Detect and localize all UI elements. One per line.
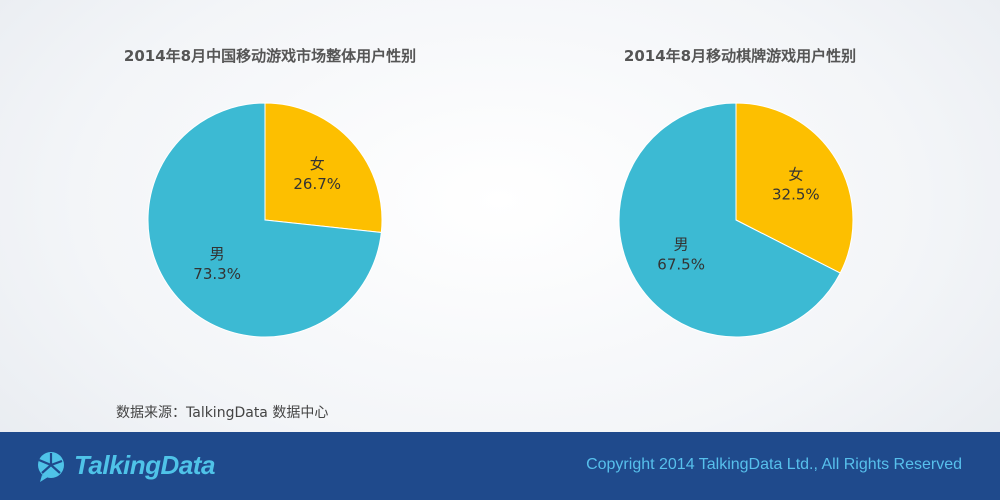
slice-name-label: 男 bbox=[674, 236, 689, 254]
data-source-note: 数据来源：TalkingData 数据中心 bbox=[116, 405, 329, 421]
talkingdata-logo-icon bbox=[38, 452, 64, 482]
pie-slice-male bbox=[618, 102, 841, 338]
slice-name-label: 女 bbox=[310, 155, 325, 173]
slice-value-label: 32.5% bbox=[772, 185, 820, 203]
slice-name-label: 男 bbox=[210, 245, 225, 263]
chart-title-overall: 2014年8月中国移动游戏市场整体用户性别 bbox=[123, 47, 417, 65]
logo-text: TalkingData bbox=[74, 450, 215, 480]
chart-title-chess: 2014年8月移动棋牌游戏用户性别 bbox=[623, 47, 857, 65]
pie-slice-male bbox=[147, 102, 382, 338]
footer-bar: TalkingData Copyright 2014 TalkingData L… bbox=[0, 432, 1000, 500]
slice-value-label: 67.5% bbox=[657, 256, 705, 274]
pie-chart-chess: 女 32.5% 男 67.5% bbox=[618, 102, 854, 338]
slice-value-label: 26.7% bbox=[293, 175, 341, 193]
slice-value-label: 73.3% bbox=[193, 265, 241, 283]
pie-charts-canvas: 女 26.7% 男 73.3% 女 32.5% 男 67.5% bbox=[147, 102, 854, 338]
slice-name-label: 女 bbox=[788, 165, 803, 183]
pie-slice-female bbox=[264, 102, 383, 234]
copyright-text: Copyright 2014 TalkingData Ltd., All Rig… bbox=[586, 456, 962, 473]
pie-slice-female bbox=[735, 102, 854, 274]
pie-chart-overall: 女 26.7% 男 73.3% bbox=[147, 102, 383, 338]
